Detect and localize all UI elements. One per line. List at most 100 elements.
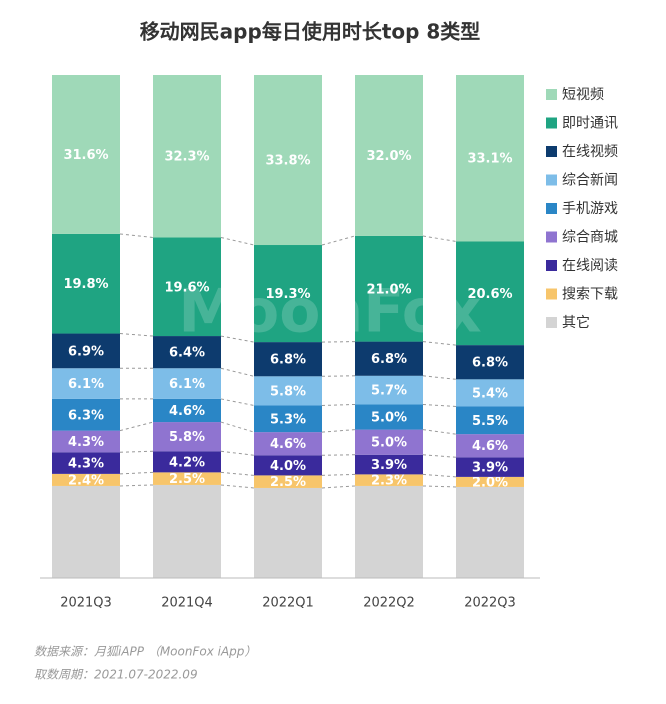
connector bbox=[321, 454, 356, 456]
bar-segment bbox=[254, 487, 322, 578]
legend-swatch bbox=[546, 146, 557, 157]
connector bbox=[321, 429, 356, 433]
value-label: 6.3% bbox=[68, 408, 104, 423]
connector bbox=[321, 403, 356, 406]
value-label: 6.8% bbox=[472, 356, 508, 371]
legend-swatch bbox=[546, 203, 557, 214]
bar-segment bbox=[52, 233, 120, 334]
value-label: 6.9% bbox=[68, 344, 104, 359]
bar-segment bbox=[456, 379, 524, 407]
value-label: 6.1% bbox=[68, 377, 104, 392]
legend-swatch bbox=[546, 89, 557, 100]
connector bbox=[422, 454, 457, 458]
connector bbox=[220, 398, 255, 406]
value-label: 32.0% bbox=[366, 149, 411, 164]
value-label: 3.9% bbox=[371, 458, 407, 473]
legend-swatch bbox=[546, 174, 557, 186]
legend-swatch bbox=[546, 317, 557, 328]
legend-label: 手机游戏 bbox=[562, 201, 618, 217]
bar-segment bbox=[355, 429, 423, 455]
value-label: 5.4% bbox=[472, 386, 508, 401]
bar-segment bbox=[355, 75, 423, 236]
value-label: 19.8% bbox=[63, 277, 108, 292]
value-label: 6.4% bbox=[169, 346, 205, 361]
value-label: 2.0% bbox=[472, 475, 508, 490]
bar-segment bbox=[254, 342, 322, 377]
connector bbox=[422, 485, 457, 488]
note: 取数周期：2021.07-2022.09 bbox=[34, 668, 198, 682]
bar-segment bbox=[355, 341, 423, 376]
connector bbox=[220, 484, 255, 489]
bar-segment bbox=[355, 485, 423, 578]
bar-segment bbox=[254, 475, 322, 488]
legend-swatch bbox=[546, 117, 557, 129]
connector bbox=[422, 473, 457, 478]
value-label: 19.6% bbox=[164, 280, 209, 295]
value-label: 33.8% bbox=[265, 154, 310, 169]
bar-segment bbox=[52, 368, 120, 399]
connector bbox=[119, 333, 154, 337]
connector bbox=[220, 450, 255, 456]
connector bbox=[321, 485, 356, 489]
legend-label: 搜索下载 bbox=[562, 286, 618, 303]
bar-segment bbox=[456, 75, 524, 242]
value-label: 19.3% bbox=[265, 287, 310, 302]
value-label: 3.9% bbox=[472, 461, 508, 476]
bar-segment bbox=[153, 422, 221, 452]
value-label: 31.6% bbox=[63, 148, 108, 163]
legend-label: 即时通讯 bbox=[562, 116, 618, 132]
legend-label: 其它 bbox=[562, 314, 590, 331]
bar-segment bbox=[153, 484, 221, 578]
value-label: 5.8% bbox=[270, 384, 306, 399]
value-label: 4.6% bbox=[472, 439, 508, 454]
value-label: 5.8% bbox=[169, 430, 205, 445]
connector bbox=[119, 484, 154, 487]
x-tick-label: 2022Q1 bbox=[262, 596, 314, 611]
value-label: 2.5% bbox=[270, 475, 306, 490]
value-label: 5.7% bbox=[371, 384, 407, 399]
bar-segment bbox=[254, 405, 322, 433]
bar-segment bbox=[355, 474, 423, 486]
connector bbox=[119, 471, 154, 475]
bar-segment bbox=[355, 454, 423, 475]
connector bbox=[422, 403, 457, 407]
legend-label: 在线视频 bbox=[562, 144, 618, 160]
connector bbox=[220, 236, 255, 246]
bar-segment bbox=[254, 75, 322, 246]
bar-segment bbox=[52, 452, 120, 474]
x-tick-label: 2021Q4 bbox=[161, 596, 213, 611]
value-label: 5.3% bbox=[270, 412, 306, 427]
bar-segment bbox=[52, 333, 120, 369]
bar-segment bbox=[456, 476, 524, 487]
connector bbox=[321, 473, 356, 476]
value-label: 4.0% bbox=[270, 459, 306, 474]
legend-label: 在线阅读 bbox=[562, 257, 618, 274]
bar-segment bbox=[254, 432, 322, 456]
bar-segment bbox=[456, 241, 524, 346]
bar-segment bbox=[456, 486, 524, 578]
bar-segment bbox=[355, 404, 423, 430]
bar-segment bbox=[153, 398, 221, 423]
connector bbox=[321, 235, 356, 246]
connector bbox=[119, 421, 154, 432]
bar-segment bbox=[254, 376, 322, 406]
value-label: 21.0% bbox=[366, 282, 411, 297]
value-label: 20.6% bbox=[467, 287, 512, 302]
connector bbox=[422, 375, 457, 380]
value-label: 5.0% bbox=[371, 436, 407, 451]
chart-title: 移动网民app每日使用时长top 8类型 bbox=[140, 20, 481, 44]
value-label: 4.3% bbox=[68, 435, 104, 450]
bar-segment bbox=[456, 434, 524, 458]
value-label: 4.2% bbox=[169, 455, 205, 470]
value-label: 6.8% bbox=[371, 352, 407, 367]
connector bbox=[220, 471, 255, 476]
bar-segment bbox=[52, 75, 120, 234]
value-label: 33.1% bbox=[467, 152, 512, 167]
bar-segment bbox=[456, 457, 524, 477]
bar-segment bbox=[153, 451, 221, 473]
x-tick-label: 2022Q2 bbox=[363, 596, 415, 611]
bar-segment bbox=[153, 368, 221, 399]
legend-swatch bbox=[546, 288, 557, 300]
bar-segment bbox=[52, 473, 120, 486]
legend-swatch bbox=[546, 231, 557, 243]
